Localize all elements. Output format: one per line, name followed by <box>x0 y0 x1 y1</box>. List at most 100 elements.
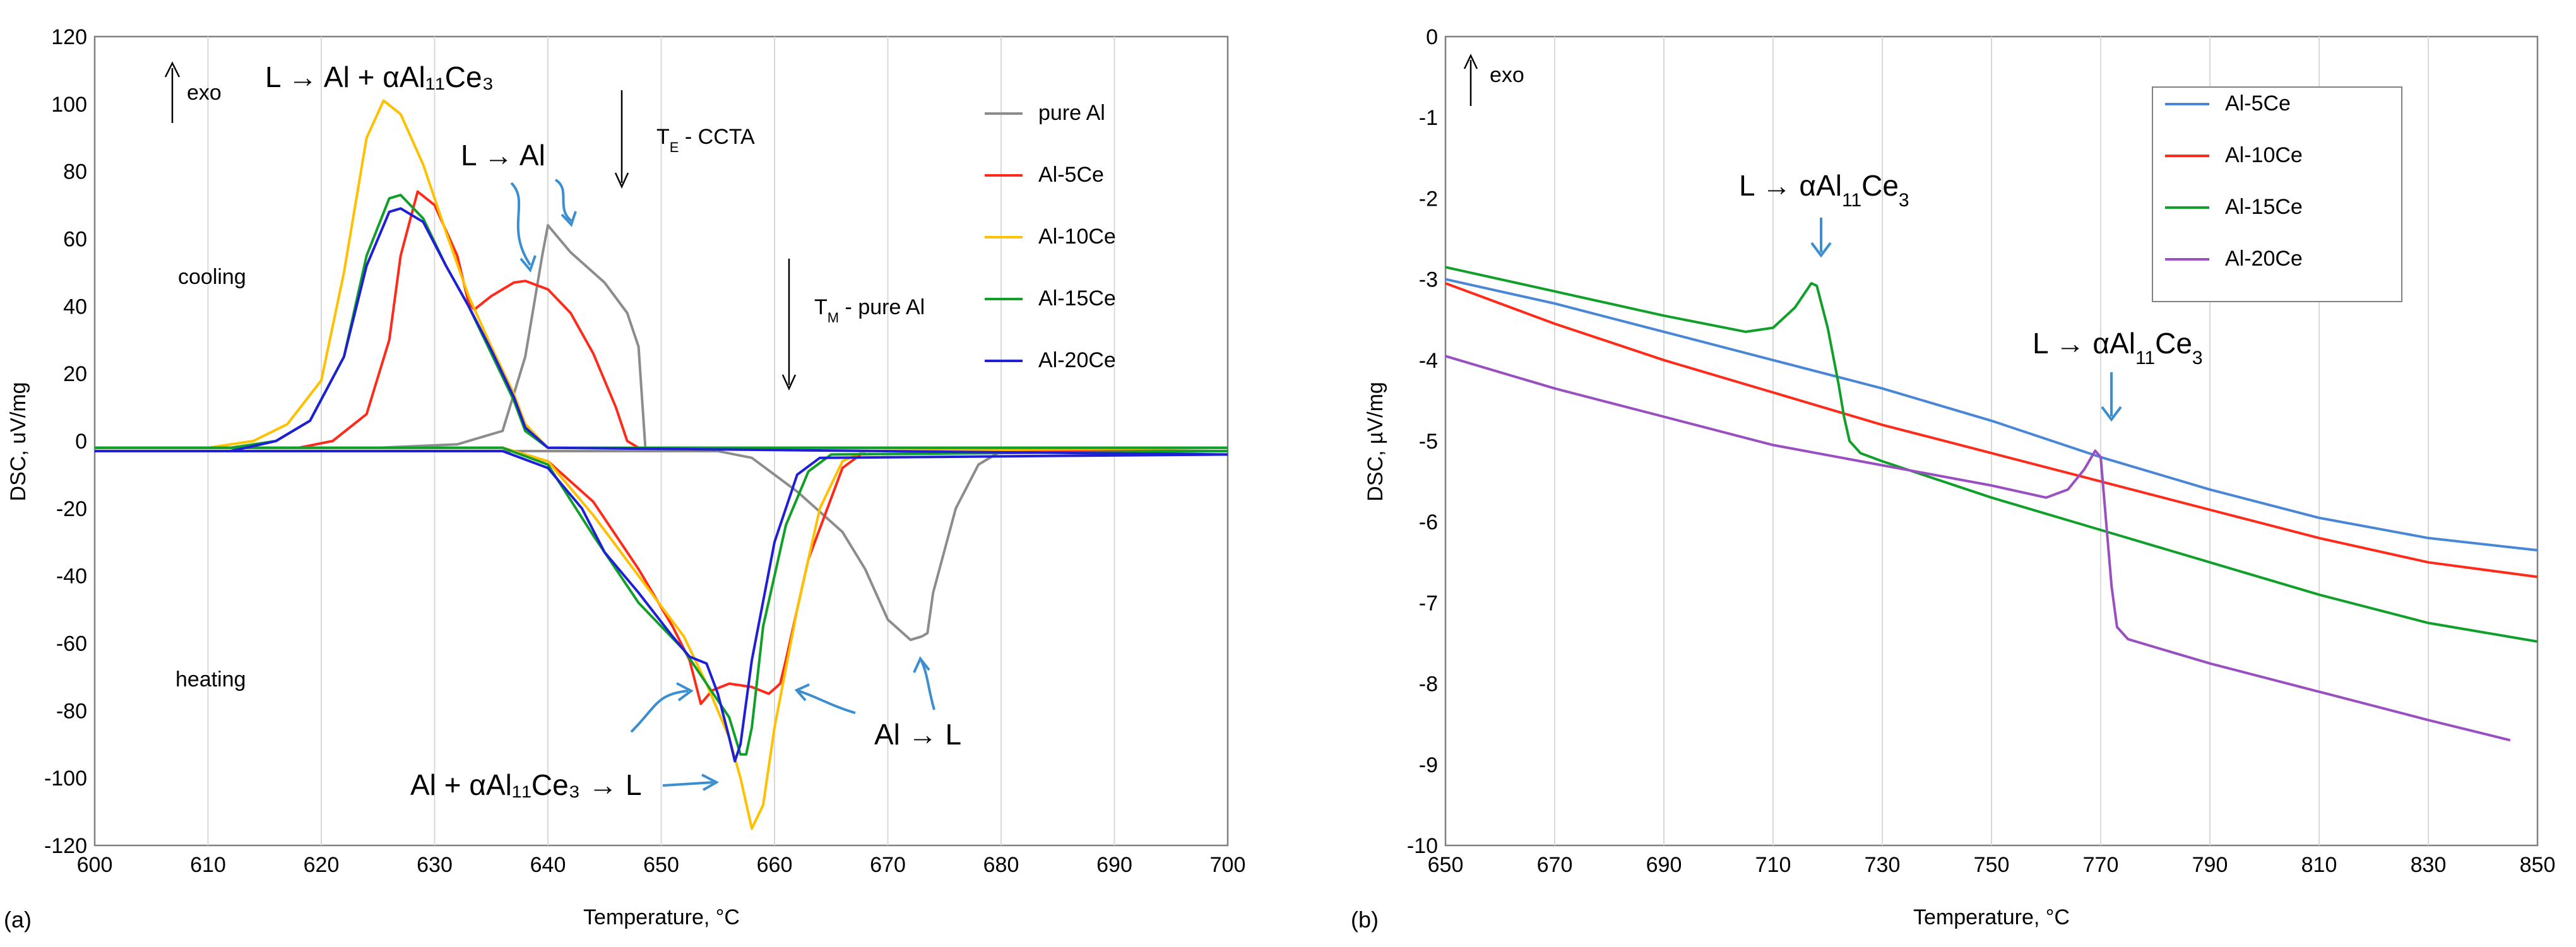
series-line <box>1445 282 2538 579</box>
panel-a-legend: pure Al Al-5Ce Al-10Ce Al-15Ce Al-20Ce <box>985 101 1116 372</box>
series-line <box>95 446 1228 756</box>
series-line <box>1445 355 2511 742</box>
x-tick-label: 640 <box>530 853 566 877</box>
eutectic-melt-arrowhead-1 <box>676 682 694 702</box>
exo-label-a: exo <box>187 81 222 105</box>
x-tick-label: 770 <box>2083 853 2119 877</box>
legend-label: Al-10Ce <box>2225 143 2303 167</box>
y-tick-label: -3 <box>1419 268 1438 292</box>
al-melt-arrowhead-2 <box>913 656 930 673</box>
y-tick-label: -40 <box>56 565 87 589</box>
y-tick-label: -2 <box>1419 187 1438 211</box>
panel-a-label: (a) <box>4 907 32 932</box>
peak1-label: L → αAl11Ce3 <box>1739 169 1909 211</box>
y-tick-label: 120 <box>51 25 87 49</box>
exo-label-b: exo <box>1490 63 1524 87</box>
x-tick-label: 670 <box>1537 853 1573 877</box>
y-tick-label: 60 <box>63 228 87 252</box>
x-tick-label: 830 <box>2411 853 2447 877</box>
series-line <box>95 446 1228 642</box>
x-tick-label: 600 <box>77 853 113 877</box>
legend-box <box>2152 86 2402 302</box>
legend-label: pure Al <box>1038 101 1105 125</box>
legend-label: Al-20Ce <box>1038 348 1116 372</box>
x-tick-label: 850 <box>2520 853 2556 877</box>
y-tick-label: -1 <box>1419 106 1438 130</box>
x-tick-label: 810 <box>2301 853 2337 877</box>
panel-b-legend: Al-5Ce Al-10Ce Al-15Ce Al-20Ce <box>2152 86 2402 302</box>
x-tick-label: 690 <box>1646 853 1682 877</box>
panel-b-y-label: DSC, µV/mg <box>1363 382 1387 502</box>
panel-b-annotations: exo L → αAl11Ce3 L → αAl11Ce3 <box>1463 54 2203 422</box>
series-line <box>1445 266 2538 643</box>
exo-arrowhead-a <box>164 61 181 78</box>
panel-a-series <box>95 99 1228 830</box>
panel-b-grid <box>1554 37 2429 845</box>
eutectic-reaction-label: L → Al + αAl₁₁Ce₃ <box>265 61 494 93</box>
al-melt-arrow-2 <box>920 661 935 710</box>
y-tick-label: -100 <box>44 767 87 791</box>
panel-a-y-ticks: 120 100 80 60 40 20 0 -20 -40 -60 -80 -100 -120 <box>44 25 87 858</box>
tm-label: TM - pure Al <box>814 295 925 326</box>
panel-b-x-ticks: 650 670 690 710 730 750 770 790 810 830 850 <box>1428 853 2556 877</box>
x-tick-label: 670 <box>870 853 906 877</box>
panel-a-y-label: DSC, uV/mg <box>6 382 30 502</box>
y-tick-label: 20 <box>63 362 87 386</box>
y-tick-label: 0 <box>1426 25 1438 49</box>
y-tick-label: -4 <box>1419 349 1438 373</box>
x-tick-label: 620 <box>304 853 340 877</box>
series-line <box>1445 278 2538 552</box>
x-tick-label: 790 <box>2192 853 2228 877</box>
y-tick-label: -10 <box>1407 834 1438 858</box>
al-solid-arrow-1 <box>510 182 531 266</box>
x-tick-label: 690 <box>1096 853 1132 877</box>
legend-label: Al-5Ce <box>2225 91 2291 115</box>
x-tick-label: 660 <box>757 853 793 877</box>
legend-label: Al-15Ce <box>2225 195 2303 219</box>
series-line <box>95 224 1228 449</box>
eutectic-melt-arrow-2 <box>662 781 714 787</box>
panel-a-chart: 120 100 80 60 40 20 0 -20 -40 -60 -80 -100 -120 600 6… <box>4 25 1245 932</box>
al-solidification-label: L → Al <box>461 139 545 172</box>
peak2-arrowhead <box>2101 406 2122 422</box>
x-tick-label: 750 <box>1974 853 2010 877</box>
peak2-label: L → αAl11Ce3 <box>2033 327 2203 368</box>
y-tick-label: 0 <box>75 430 87 454</box>
y-tick-label: 100 <box>51 93 87 117</box>
cooling-label: cooling <box>178 265 246 289</box>
heating-label: heating <box>175 668 246 691</box>
series-line <box>95 207 1228 456</box>
series-line <box>95 450 1228 763</box>
eutectic-melting-label: Al + αAl₁₁Ce₃ → L <box>410 768 642 801</box>
panel-b-series <box>1445 266 2538 742</box>
panel-a-x-ticks: 600 610 620 630 640 650 660 670 680 690 700 <box>77 853 1246 877</box>
x-tick-label: 650 <box>1428 853 1464 877</box>
y-tick-label: 80 <box>63 160 87 184</box>
y-tick-label: 40 <box>63 295 87 319</box>
x-tick-label: 680 <box>983 853 1019 877</box>
y-tick-label: -120 <box>44 834 87 858</box>
panel-b-label: (b) <box>1351 907 1379 932</box>
y-tick-label: -7 <box>1419 591 1438 615</box>
x-tick-label: 630 <box>417 853 453 877</box>
al-solid-arrowhead-2 <box>561 211 577 227</box>
x-tick-label: 710 <box>1755 853 1791 877</box>
y-tick-label: -9 <box>1419 753 1438 777</box>
x-tick-label: 700 <box>1210 853 1246 877</box>
te-label: TE - CCTA <box>656 125 755 155</box>
eutectic-melt-arrowhead-2 <box>701 773 720 791</box>
exo-arrowhead-b <box>1463 54 1478 69</box>
series-line <box>95 446 1228 705</box>
al-melt-arrowhead-1 <box>794 683 810 702</box>
legend-label: Al-20Ce <box>2225 247 2303 271</box>
y-tick-label: -20 <box>56 497 87 521</box>
panel-a-annotations: exo L → Al + αAl₁₁Ce₃ L → Al TE - CCTA T… <box>164 61 961 801</box>
legend-label: Al-15Ce <box>1038 286 1116 310</box>
y-tick-label: -80 <box>56 699 87 723</box>
panel-b-y-ticks: 0 -1 -2 -3 -4 -5 -6 -7 -8 -9 -10 <box>1407 25 1438 858</box>
tm-arrowhead <box>781 374 797 391</box>
y-tick-label: -60 <box>56 632 87 656</box>
eutectic-melt-arrow-1 <box>630 690 689 733</box>
al-melt-arrow-1 <box>798 690 856 714</box>
